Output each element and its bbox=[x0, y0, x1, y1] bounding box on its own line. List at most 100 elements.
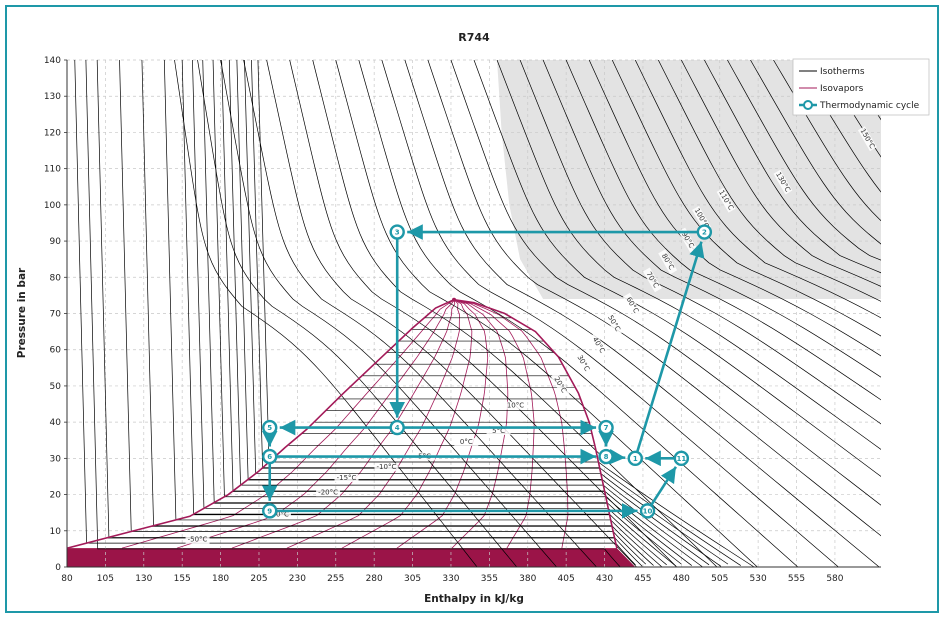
isotherm-label-bg bbox=[773, 169, 793, 195]
isovapor-line bbox=[286, 299, 460, 549]
x-tick-label: 355 bbox=[481, 574, 498, 584]
cycle-point-marker bbox=[262, 503, 278, 519]
isotherm-line bbox=[727, 60, 881, 261]
legend-entry: Isotherms bbox=[820, 67, 865, 77]
x-tick-label: 255 bbox=[327, 574, 344, 584]
cycle-edge bbox=[650, 466, 678, 506]
y-tick-label: 80 bbox=[50, 273, 62, 283]
cycle-point-marker bbox=[262, 419, 278, 436]
cycle-point-label: 8 bbox=[604, 453, 609, 461]
isovapor-line bbox=[341, 299, 473, 549]
isotherm-line bbox=[85, 60, 621, 567]
isotherm-line bbox=[542, 60, 881, 401]
x-tick-label: 530 bbox=[750, 574, 767, 584]
isotherm-line bbox=[565, 60, 881, 378]
x-tick-label: 380 bbox=[519, 574, 536, 584]
isotherm-line bbox=[312, 60, 718, 567]
isotherm-line bbox=[228, 60, 710, 566]
y-tick-label: 110 bbox=[44, 165, 61, 175]
y-tick-label: 60 bbox=[50, 346, 62, 356]
isotherm-label-bg bbox=[622, 292, 642, 318]
isotherm-line bbox=[289, 60, 677, 567]
y-tick-label: 70 bbox=[50, 310, 62, 320]
isotherm-line bbox=[266, 60, 637, 567]
isovapor-line bbox=[176, 299, 455, 549]
isotherm-label: -30°C bbox=[269, 510, 289, 518]
cycle-point-label: 2 bbox=[702, 229, 707, 237]
isotherm-label-bg bbox=[550, 372, 570, 398]
isovapor-line bbox=[453, 299, 569, 549]
isotherm-label-bg bbox=[454, 437, 479, 446]
x-tick-label: 405 bbox=[558, 574, 575, 584]
isotherm-label: 5°C bbox=[492, 427, 505, 435]
cycle-point-marker bbox=[673, 450, 690, 467]
isotherm-label-bg bbox=[658, 249, 678, 275]
y-tick-label: 40 bbox=[50, 418, 62, 428]
isotherm-line bbox=[450, 60, 881, 506]
legend-entry: Thermodynamic cycle bbox=[819, 101, 920, 111]
isotherm-line bbox=[404, 60, 880, 567]
isotherm-line bbox=[74, 60, 636, 566]
x-tick-label: 105 bbox=[97, 574, 114, 584]
isovapor-line bbox=[453, 299, 535, 549]
isotherm-line bbox=[251, 60, 741, 566]
cycle-point-marker bbox=[639, 503, 656, 519]
isotherm-line bbox=[220, 60, 557, 567]
isotherm-line bbox=[197, 60, 518, 567]
isotherm-line bbox=[611, 60, 881, 337]
isotherm-line bbox=[496, 60, 881, 450]
isotherm-line bbox=[243, 60, 597, 567]
isotherm-line bbox=[588, 60, 881, 357]
legend-entry: Isovapors bbox=[820, 84, 864, 94]
chart-frame: 150°C 130°C 110°C 100°C 90°C 80°C 70°C 60°C 50°C… bbox=[5, 5, 939, 613]
isotherm-label: -50°C bbox=[188, 536, 208, 544]
isotherm-label: -10°C bbox=[377, 463, 397, 471]
isotherm-label: 0°C bbox=[460, 438, 473, 446]
x-tick-label: 230 bbox=[289, 574, 306, 584]
isotherm-label-bg bbox=[185, 535, 210, 544]
isotherm-label: -20°C bbox=[318, 489, 338, 497]
isovapor-line bbox=[396, 299, 489, 549]
x-tick-label: 430 bbox=[596, 574, 613, 584]
cycle-point-marker bbox=[389, 419, 405, 436]
cycle-point-marker bbox=[598, 448, 614, 465]
y-axis-label: Pressure in bar bbox=[16, 267, 28, 358]
cycle-edge bbox=[636, 241, 705, 453]
x-tick-label: 205 bbox=[250, 574, 267, 584]
y-tick-label: 20 bbox=[50, 491, 62, 501]
isotherm-line bbox=[257, 60, 755, 567]
isotherm-line bbox=[244, 60, 729, 565]
isotherm-label-bg bbox=[573, 350, 593, 376]
x-tick-label: 80 bbox=[61, 574, 73, 584]
isotherm-line bbox=[473, 60, 881, 477]
cycle-point-marker bbox=[627, 450, 643, 467]
y-tick-label: 0 bbox=[55, 563, 61, 573]
isotherm-line bbox=[202, 60, 682, 565]
x-tick-label: 305 bbox=[404, 574, 421, 584]
isotherm-label: -15°C bbox=[337, 474, 357, 482]
isotherm-line bbox=[519, 60, 881, 425]
isotherm-label-bg bbox=[692, 205, 711, 231]
y-tick-label: 140 bbox=[44, 56, 61, 66]
cycle-point-marker bbox=[598, 419, 614, 436]
cycle-point-label: 1 bbox=[633, 455, 638, 463]
critical-point bbox=[452, 297, 457, 302]
isotherm-label-bg bbox=[316, 488, 341, 497]
y-tick-label: 30 bbox=[50, 454, 62, 464]
cycle-point-marker bbox=[696, 224, 713, 240]
isotherm-line bbox=[236, 60, 722, 567]
x-tick-label: 480 bbox=[673, 574, 690, 584]
isotherm-label-bg bbox=[374, 463, 399, 472]
isotherm-line bbox=[163, 60, 663, 567]
isotherm-line bbox=[381, 60, 839, 567]
isotherm-label: 10°C bbox=[507, 402, 524, 410]
isovapor-line bbox=[121, 299, 455, 549]
isotherm-line bbox=[657, 60, 881, 302]
isotherm-line bbox=[181, 60, 667, 566]
x-tick-label: 155 bbox=[174, 574, 191, 584]
solid-region bbox=[67, 548, 636, 567]
isotherm-label-bg bbox=[334, 474, 359, 483]
isotherm-line bbox=[773, 60, 881, 222]
isotherm-label-bg bbox=[503, 401, 528, 410]
legend: Isotherms Isovapors Thermodynamic cycle bbox=[792, 58, 930, 116]
